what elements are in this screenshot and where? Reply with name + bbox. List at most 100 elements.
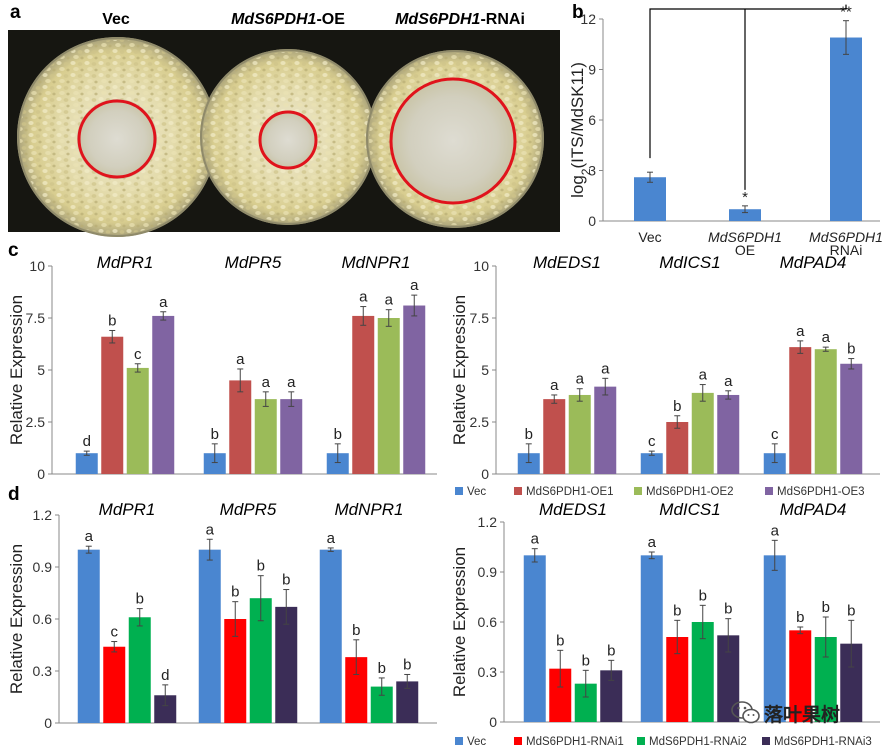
panel-a-photo: Vec MdS6PDH1-OE MdS6PDH1-RNAi a <box>8 2 560 237</box>
significance-letter: b <box>211 426 219 443</box>
bar <box>729 209 761 221</box>
bar <box>403 305 426 474</box>
category-label: MdS6PDH1 <box>809 229 883 245</box>
significance-letter: b <box>673 398 681 415</box>
bar <box>326 453 349 474</box>
significance-letter: c <box>771 426 779 443</box>
significance-letter: a <box>327 530 336 547</box>
bar <box>152 315 175 474</box>
y-axis-label: log2(ITS/MdSK11) <box>568 62 593 198</box>
bar <box>814 349 837 474</box>
significance-letter: b <box>607 642 615 659</box>
bar <box>568 394 591 474</box>
bar <box>549 668 572 722</box>
bar <box>763 555 786 722</box>
dish-label-rnai-gene: MdS6PDH1 <box>395 11 480 28</box>
category-label: RNAi <box>830 242 863 258</box>
charts-layer: 036912blog2(ITS/MdSK11)Vec*MdS6PDH1OE**M… <box>7 2 883 731</box>
chart-d-right: 0 0.3 0.6 0.9 1.2 Relative Expression MdEDS1 a b… <box>450 500 880 730</box>
y-tick-label: 6 <box>588 112 596 128</box>
bar <box>203 453 226 474</box>
significance-letter: a <box>410 277 419 294</box>
bar <box>517 453 540 474</box>
significance-letter: b <box>699 587 707 604</box>
y-axis-label: Relative Expression <box>7 544 26 694</box>
bar <box>840 643 863 722</box>
significance-letter: a <box>385 292 394 309</box>
dish-label-rnai: MdS6PDH1-RNAi <box>395 11 525 28</box>
bar <box>789 347 812 474</box>
significance-letter: a <box>699 367 708 384</box>
category-label: MdS6PDH1 <box>708 229 782 245</box>
significance-letter: a <box>771 522 780 539</box>
gene-label: MdEDS1 <box>533 253 601 272</box>
category-label: OE <box>735 242 755 258</box>
gene-label: MdPR1 <box>99 500 156 519</box>
significance-letter: b <box>847 341 855 358</box>
significance-letter: b <box>525 426 533 443</box>
bar <box>77 549 100 723</box>
legend-label: MdS6PDH1-RNAi2 <box>649 736 747 748</box>
dish-label-oe-gene: MdS6PDH1 <box>231 11 316 28</box>
y-tick-label: 7.5 <box>26 310 46 326</box>
bar <box>370 686 393 723</box>
significance-letter: b <box>403 656 411 673</box>
bar <box>840 363 863 474</box>
legend-label: Vec <box>467 736 486 748</box>
significance-letter: b <box>673 602 681 619</box>
bar <box>634 177 666 221</box>
panel-label-b: b <box>572 2 584 23</box>
significance-letter: c <box>111 624 119 641</box>
significance-letter: a <box>262 374 271 391</box>
y-tick-label: 9 <box>588 62 596 78</box>
legend-d-right: Vec MdS6PDH1-RNAi1 MdS6PDH1-RNAi2 MdS6PDH1-… <box>455 736 872 748</box>
chart-d-left: 0 0.3 0.6 0.9 1.2 d Relative Expression MdPR1 a c… <box>7 484 437 731</box>
bar <box>254 399 277 474</box>
significance-letter: a <box>236 351 245 368</box>
bar <box>103 646 126 723</box>
legend-label: Vec <box>467 486 486 498</box>
dish-label-vec: Vec <box>102 11 130 28</box>
significance-mark: * <box>742 189 748 206</box>
y-tick-label: 0.3 <box>478 664 498 680</box>
bar <box>691 622 714 722</box>
bar <box>198 549 221 723</box>
bar <box>319 549 342 723</box>
gene-label: MdEDS1 <box>539 500 607 519</box>
bar <box>280 399 303 474</box>
significance-letter: c <box>134 346 142 363</box>
gene-label: MdPR5 <box>220 500 277 519</box>
bar <box>249 598 272 723</box>
significance-letter: d <box>161 667 169 684</box>
bar <box>75 453 98 474</box>
y-axis-label-rest: (ITS/MdSK11) <box>568 62 587 168</box>
bar <box>574 683 597 722</box>
significance-letter: b <box>108 312 116 329</box>
gene-label: MdPR1 <box>97 253 154 272</box>
panel-label-c: c <box>8 240 19 261</box>
y-tick-label: 5 <box>481 362 489 378</box>
significance-letter: a <box>724 373 733 390</box>
significance-letter: b <box>257 558 265 575</box>
significance-letter: b <box>822 599 830 616</box>
significance-letter: b <box>334 426 342 443</box>
y-tick-label: 2.5 <box>26 414 46 430</box>
bar <box>789 630 812 722</box>
significance-letter: b <box>352 622 360 639</box>
bar <box>814 637 837 722</box>
y-tick-label: 0.3 <box>33 663 53 679</box>
y-axis-label: Relative Expression <box>450 295 469 445</box>
legend-swatch <box>455 737 463 745</box>
y-tick-label: 0 <box>481 466 489 482</box>
significance-letter: b <box>231 584 239 601</box>
significance-letter: a <box>576 371 585 388</box>
y-tick-label: 10 <box>473 258 489 274</box>
gene-label: MdPAD4 <box>780 253 847 272</box>
bar <box>640 453 663 474</box>
bar <box>640 555 663 722</box>
lesion-ring-oe <box>258 110 318 170</box>
significance-letter: a <box>531 531 540 548</box>
y-tick-label: 0.9 <box>478 564 498 580</box>
y-tick-label: 0 <box>37 466 45 482</box>
